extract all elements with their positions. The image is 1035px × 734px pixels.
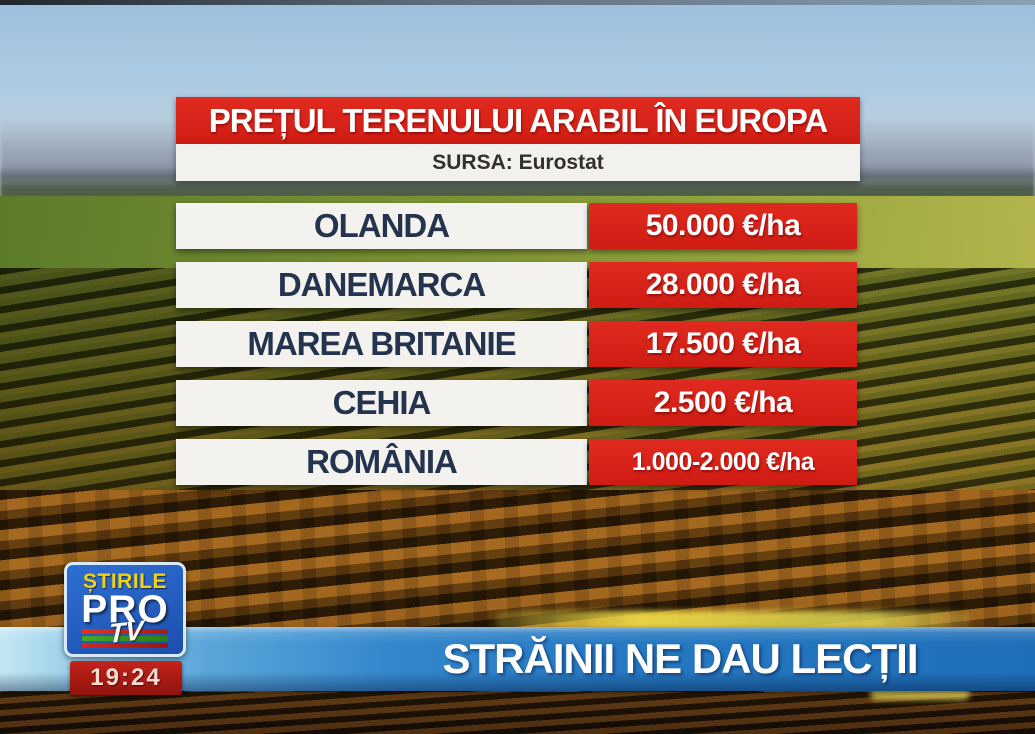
headline-text: STRĂINII NE DAU LECȚII	[442, 635, 918, 682]
price-cell: 2.500 €/ha	[589, 380, 857, 426]
chart-title: PREȚUL TERENULUI ARABIL ÎN EUROPA	[176, 97, 860, 144]
sunlit-strip	[495, 611, 970, 631]
clock: 19:24	[70, 661, 182, 695]
table-row: ROMÂNIA 1.000-2.000 €/ha	[176, 439, 857, 485]
headline-banner: STRĂINII NE DAU LECȚII	[0, 627, 1035, 691]
table-row: MAREA BRITANIE 17.500 €/ha	[176, 321, 857, 367]
soil-foreground	[0, 692, 1035, 734]
chart-source: SURSA: Eurostat	[176, 144, 860, 181]
frame-top-edge	[0, 0, 1035, 5]
price-cell: 28.000 €/ha	[589, 262, 857, 308]
table-row: CEHIA 2.500 €/ha	[176, 380, 857, 426]
logo-stripes: TV	[82, 615, 168, 649]
price-cell: 17.500 €/ha	[589, 321, 857, 367]
logo-stripe-red	[82, 628, 168, 634]
logo-stripe-green	[82, 635, 168, 641]
logo-stirile-label: ȘTIRILE	[82, 570, 167, 593]
price-cell: 50.000 €/ha	[589, 203, 857, 249]
logo-pro-label: PRO	[81, 588, 169, 631]
country-cell: CEHIA	[176, 380, 587, 426]
protv-logo: ȘTIRILE PRO TV	[64, 562, 186, 657]
country-cell: MAREA BRITANIE	[176, 321, 587, 367]
logo-stripe-red	[82, 642, 168, 648]
logo-tv-label: TV	[108, 615, 144, 649]
country-cell: ROMÂNIA	[176, 439, 587, 485]
table-row: OLANDA 50.000 €/ha	[176, 203, 857, 249]
country-cell: DANEMARCA	[176, 262, 587, 308]
price-cell: 1.000-2.000 €/ha	[589, 439, 857, 485]
table-row: DANEMARCA 28.000 €/ha	[176, 262, 857, 308]
country-cell: OLANDA	[176, 203, 587, 249]
